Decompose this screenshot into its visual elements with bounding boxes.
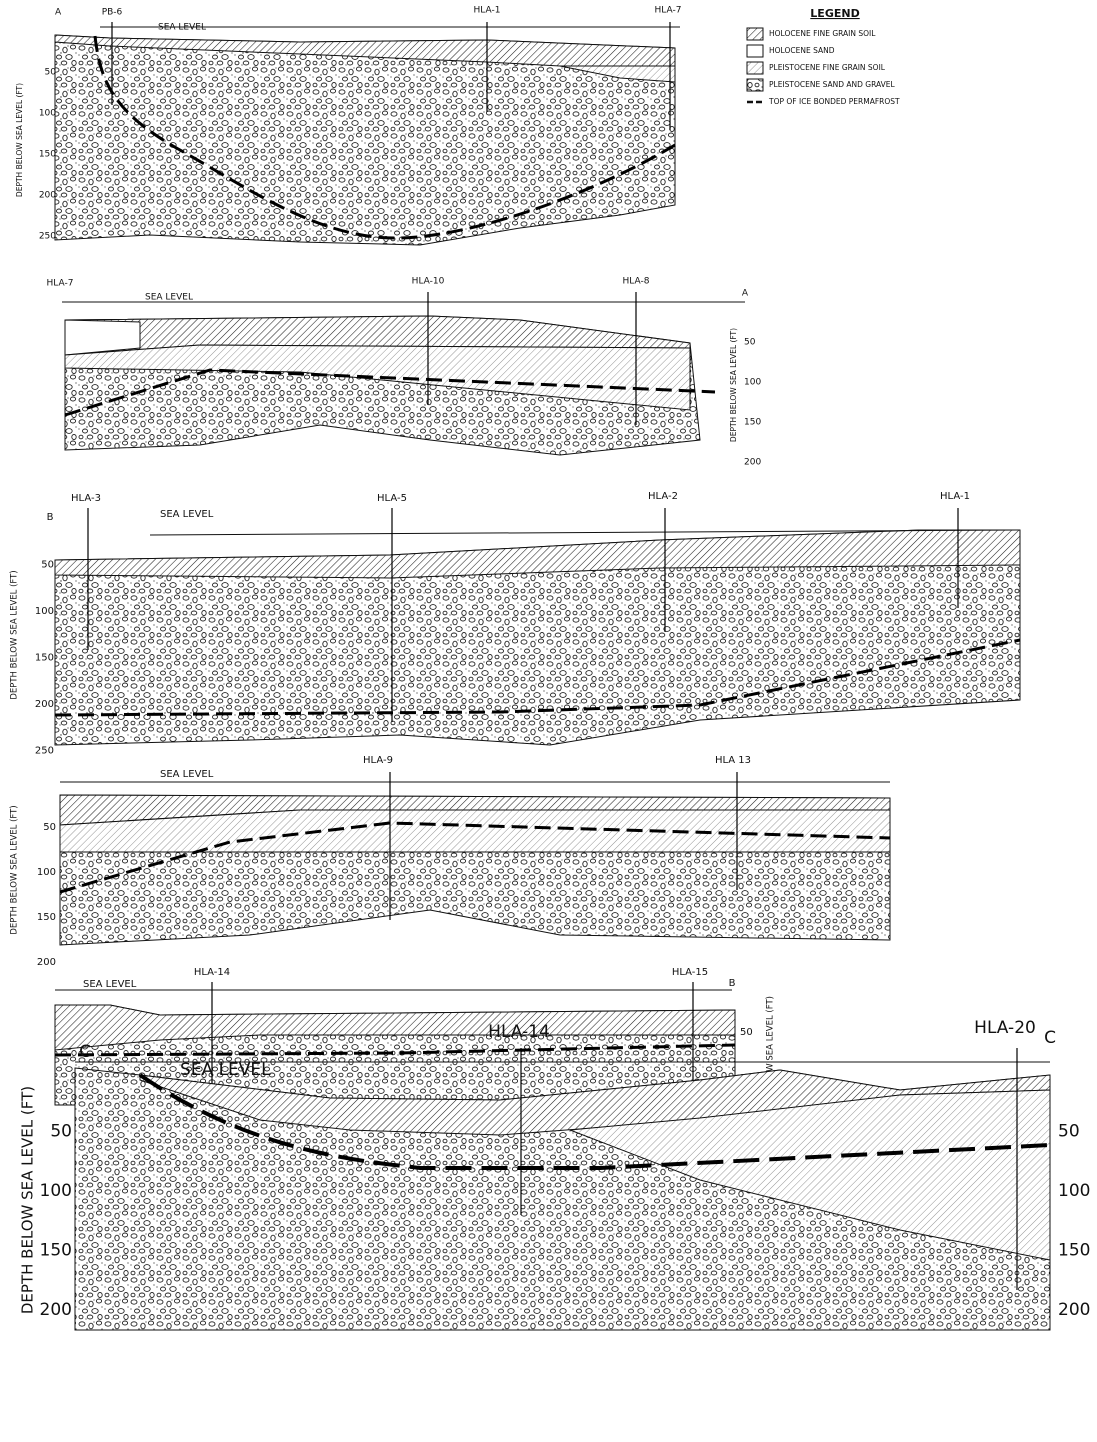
fine-grain-layer [54,1004,736,1051]
permafrost-line [93,35,676,240]
section-label: HLA-5 [377,493,407,504]
depth-tick-label: 50 [740,1027,753,1038]
depth-tick-label: 100 [39,109,56,119]
depth-tick-label: 200 [35,699,54,710]
section-label: SEA LEVEL [83,979,137,990]
axis-label: DEPTH BELOW SEA LEVEL (FT) [729,328,738,442]
fine-grain-layer [59,809,891,853]
depth-tick-label: 50 [41,560,54,571]
section-label: SEA LEVEL [145,293,193,303]
depth-tick-label: 250 [39,232,56,242]
section: A PB-6 SEA LEVEL HLA-1 HLA-7 50 100 150 200 250 DE… [15,6,681,246]
section-label: HLA-20 [974,1018,1036,1038]
depth-tick-label: 200 [744,458,761,468]
legend-swatch [746,78,764,92]
section-label: HLA-7 [47,279,74,289]
legend-swatch [746,61,764,75]
depth-tick-label: 200 [40,1300,72,1320]
section-label: HLA-7 [655,6,682,16]
section: B HLA-3 SEA LEVEL HLA-5 HLA-2 HLA-1 50 100 150 20… [10,491,1021,757]
section: SEA LEVEL HLA-9 HLA 13 50 100 150 200 DEPTH BEL… [10,755,891,968]
axis-label: DEPTH BELOW SEA LEVEL (FT) [19,1086,37,1314]
section: HLA-7 SEA LEVEL HLA-10 HLA-8 A 50 100 150 200 DEP… [47,277,762,468]
section-label: HLA-8 [623,277,650,287]
section-label: SEA LEVEL [160,509,214,520]
depth-tick-label: 100 [744,378,761,388]
depth-tick-label: 200 [39,191,56,201]
axis-label: DEPTH BELOW SEA LEVEL (FT) [10,570,20,699]
axis-label: DEPTH BELOW SEA LEVEL (FT) [15,83,24,197]
fine-grain-layer [559,65,676,83]
section-label: HLA-3 [71,493,101,504]
permafrost-line [54,638,1021,717]
section-label: PB-6 [102,8,123,18]
section-label: HLA-1 [474,6,501,16]
depth-tick-label: 200 [37,957,56,968]
depth-tick-label: 150 [1058,1241,1090,1261]
depth-tick-label: 100 [40,1181,72,1201]
section-label: A [742,289,749,299]
depth-tick-label: 50 [50,1122,72,1142]
depth-tick-label: 100 [1058,1181,1090,1201]
depth-tick-label: 50 [45,68,57,78]
section-label: HLA-10 [412,277,445,287]
section-label: A [55,8,62,18]
depth-tick-label: 250 [35,746,54,757]
permafrost-line [54,1043,736,1057]
depth-tick-label: 150 [35,653,54,664]
section-label: C [1044,1028,1056,1048]
section-label: HLA-14 [194,967,230,978]
section-label: B [729,978,736,989]
axis-label: DEPTH BELOW SEA LEVEL (FT) [10,805,20,934]
fine-grain-layer [569,1089,1051,1261]
section-label: HLA-14 [488,1022,550,1042]
sea-level-line [149,529,1021,536]
section-label: HLA-2 [648,491,678,502]
fine-grain-layer [54,529,1021,579]
axis-label: BELOW SEA LEVEL (FT) [766,996,776,1094]
legend-swatch [746,27,764,41]
section-label: B [47,512,54,523]
section-label: HLA-15 [672,967,708,978]
depth-tick-label: 50 [744,338,756,348]
section-label: HLA-1 [940,491,970,502]
depth-tick-label: 150 [744,418,761,428]
legend-label: TOP OF ICE BONDED PERMAFROST [768,97,900,106]
sand-layer [64,319,141,356]
depth-tick-label: 50 [1058,1122,1080,1142]
section-label: SEA LEVEL [180,1060,271,1080]
permafrost-line [64,368,716,417]
depth-tick-label: 150 [37,912,56,923]
section: C SEA LEVEL HLA-14 HLA-20 C 50 100 150 200 50 100 1… [19,1018,1090,1331]
section-label: HLA 13 [715,755,751,766]
depth-tick-label: 200 [1058,1300,1090,1320]
legend-label: PLEISTOCENE SAND AND GRAVEL [769,80,896,89]
section-label: SEA LEVEL [158,23,206,33]
section-label: HLA-9 [363,755,393,766]
legend-label: HOLOCENE SAND [769,46,835,55]
permafrost-line [138,1073,1051,1170]
depth-tick-label: 100 [37,867,56,878]
legend-title: LEGEND [810,7,859,20]
section-label: C [79,1042,91,1062]
depth-tick-label: 50 [43,822,56,833]
fine-grain-layer [64,344,691,411]
legend-label: PLEISTOCENE FINE GRAIN SOIL [769,63,886,72]
depth-tick-label: 100 [35,606,54,617]
depth-tick-label: 150 [40,1241,72,1261]
depth-tick-label: 150 [39,150,56,160]
legend-swatch [746,44,764,58]
section-label: SEA LEVEL [160,769,214,780]
permafrost-line [59,821,891,894]
legend-label: HOLOCENE FINE GRAIN SOIL [769,29,876,38]
